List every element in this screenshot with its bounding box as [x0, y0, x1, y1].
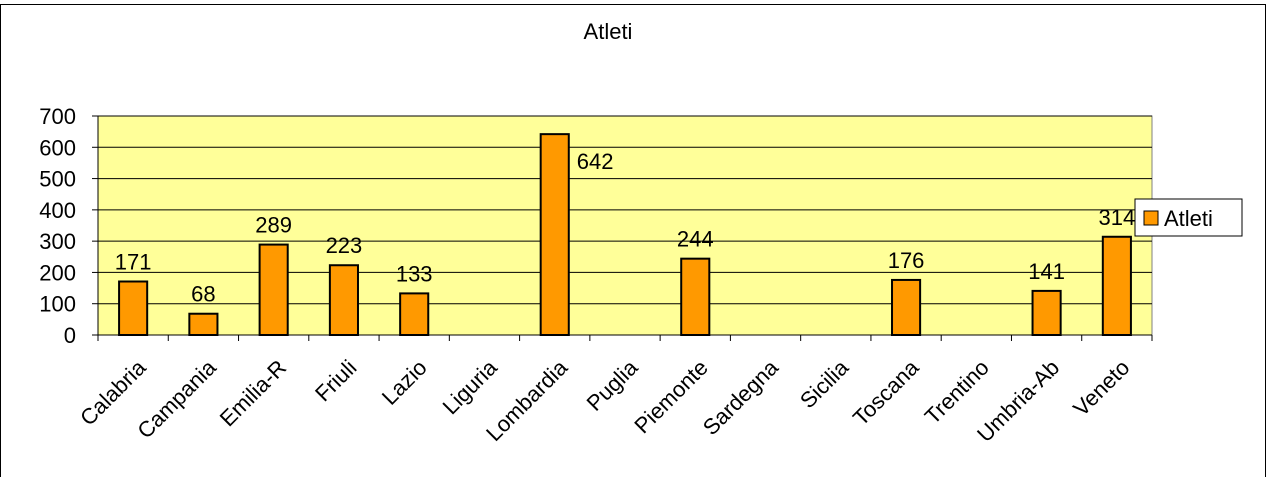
data-label: 289 [255, 213, 292, 238]
bar [188, 312, 219, 336]
chart-title: Atleti [584, 19, 633, 44]
bar [399, 292, 430, 337]
bar [891, 278, 922, 336]
bar [118, 280, 149, 337]
y-tick-label: 600 [39, 135, 76, 160]
data-label: 176 [888, 248, 925, 273]
legend-label: Atleti [1164, 206, 1213, 231]
y-tick-label: 100 [39, 292, 76, 317]
y-tick-label: 200 [39, 260, 76, 285]
data-label: 244 [677, 227, 714, 252]
y-tick-label: 700 [39, 104, 76, 129]
data-label: 68 [191, 282, 215, 307]
data-label: 223 [326, 233, 363, 258]
y-tick-label: 400 [39, 198, 76, 223]
y-tick-label: 300 [39, 229, 76, 254]
data-labels: 171 68 289 223 133 642 244 176 141 314 [115, 149, 1135, 307]
data-label: 133 [396, 261, 433, 286]
bar [1101, 235, 1132, 337]
bar [680, 257, 711, 337]
bar [539, 133, 570, 336]
bars [118, 133, 1132, 337]
data-label: 314 [1099, 205, 1136, 230]
legend-swatch [1143, 210, 1159, 226]
data-label: 642 [577, 149, 614, 174]
bar [328, 264, 359, 336]
y-axis-tick-labels: 0 100 200 300 400 500 600 700 [39, 104, 76, 348]
y-tick-label: 0 [64, 323, 76, 348]
y-tick-label: 500 [39, 167, 76, 192]
axes [92, 115, 1153, 341]
data-label: 171 [115, 250, 152, 275]
legend: Atleti [1134, 198, 1243, 237]
data-label: 141 [1028, 259, 1065, 284]
bar [258, 243, 289, 336]
bar [1031, 289, 1062, 337]
